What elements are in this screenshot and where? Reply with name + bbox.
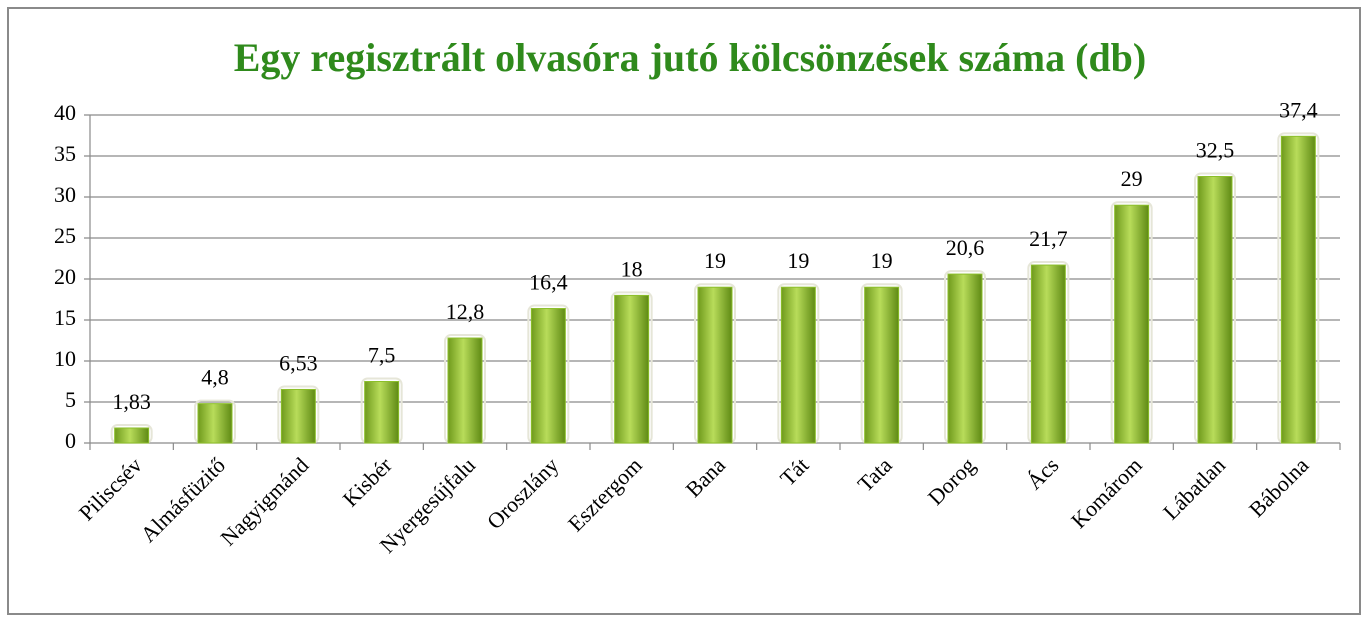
bar bbox=[1114, 204, 1150, 444]
bar bbox=[447, 337, 483, 444]
y-tick-label: 25 bbox=[54, 223, 76, 248]
data-label: 4,8 bbox=[201, 365, 229, 390]
y-tick-label: 30 bbox=[54, 182, 76, 207]
data-label: 12,8 bbox=[446, 299, 485, 324]
y-tick-label: 40 bbox=[54, 100, 76, 125]
bar bbox=[864, 286, 900, 444]
data-label: 7,5 bbox=[368, 343, 396, 368]
chart-frame bbox=[7, 7, 1361, 615]
y-tick-label: 0 bbox=[65, 428, 76, 453]
data-label: 19 bbox=[787, 248, 809, 273]
chart-title: Egy regisztrált olvasóra jutó kölcsönzés… bbox=[234, 35, 1147, 80]
bar bbox=[1197, 176, 1233, 444]
data-label: 18 bbox=[621, 256, 643, 281]
bar bbox=[1280, 135, 1316, 444]
y-tick-label: 10 bbox=[54, 346, 76, 371]
data-label: 6,53 bbox=[279, 351, 318, 376]
bar bbox=[780, 286, 816, 444]
data-label: 21,7 bbox=[1029, 226, 1068, 251]
bar bbox=[697, 286, 733, 444]
data-label: 32,5 bbox=[1196, 138, 1235, 163]
data-label: 37,4 bbox=[1279, 97, 1318, 122]
bar bbox=[1030, 264, 1066, 444]
y-tick-label: 35 bbox=[54, 141, 76, 166]
bar bbox=[114, 427, 150, 444]
y-tick-label: 20 bbox=[54, 264, 76, 289]
bar bbox=[197, 403, 233, 444]
bar bbox=[364, 381, 400, 444]
data-label: 29 bbox=[1121, 166, 1143, 191]
data-label: 19 bbox=[871, 248, 893, 273]
bar bbox=[947, 273, 983, 444]
bar bbox=[280, 388, 316, 444]
y-tick-label: 15 bbox=[54, 305, 76, 330]
data-label: 20,6 bbox=[946, 235, 985, 260]
data-label: 19 bbox=[704, 248, 726, 273]
data-label: 16,4 bbox=[529, 270, 568, 295]
bar bbox=[530, 308, 566, 444]
data-label: 1,83 bbox=[112, 389, 151, 414]
y-tick-label: 5 bbox=[65, 387, 76, 412]
bar bbox=[614, 294, 650, 444]
